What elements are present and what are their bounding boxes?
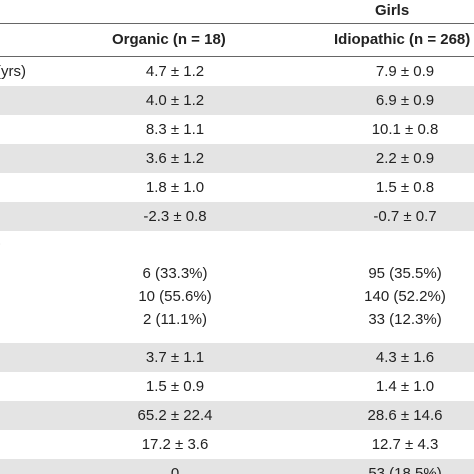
group-header-girls: Girls	[375, 2, 410, 19]
table-body: (yrs) 4.7 ± 1.2 7.9 ± 0.9 4.0 ± 1.2 6.9 …	[0, 57, 474, 474]
organic-cell: 3.6 ± 1.2	[145, 150, 205, 167]
organic-cell: 3.7 ± 1.1	[145, 349, 205, 366]
idiopathic-cell: 2.2 ± 0.9	[375, 150, 435, 167]
idiopathic-subcell: 140 (52.2%)	[364, 288, 446, 305]
organic-cell: -2.3 ± 0.8	[143, 208, 207, 225]
table-row-grouped: ) 6 (33.3%) 95 (35.5%) 10 (55.6%) 140 (5…	[0, 231, 474, 343]
organic-subcell: 2 (11.1%)	[143, 311, 207, 328]
table-row: (yrs) 4.7 ± 1.2 7.9 ± 0.9	[0, 57, 474, 86]
table-row: 3.7 ± 1.1 4.3 ± 1.6	[0, 343, 474, 372]
row-label: )	[0, 235, 1, 252]
table-row: 1.5 ± 0.9 1.4 ± 1.0	[0, 372, 474, 401]
organic-subcell: 6 (33.3%)	[142, 265, 208, 282]
organic-cell: 0	[170, 465, 180, 474]
organic-cell: 1.8 ± 1.0	[145, 179, 205, 196]
idiopathic-cell: -0.7 ± 0.7	[373, 208, 437, 225]
table-row: 1.8 ± 1.0 1.5 ± 0.8	[0, 173, 474, 202]
table-row: 4.0 ± 1.2 6.9 ± 0.9	[0, 86, 474, 115]
header-divider-bottom	[0, 56, 474, 57]
table-row: 0 53 (18.5%)	[0, 459, 474, 474]
organic-cell: 17.2 ± 3.6	[141, 436, 209, 453]
table-row: 65.2 ± 22.4 28.6 ± 14.6	[0, 401, 474, 430]
table-row: -2.3 ± 0.8 -0.7 ± 0.7	[0, 202, 474, 231]
header-divider-top	[0, 23, 474, 24]
idiopathic-cell: 4.3 ± 1.6	[375, 349, 435, 366]
row-label: (yrs)	[0, 63, 26, 80]
column-header-idiopathic: Idiopathic (n = 268)	[334, 31, 471, 48]
idiopathic-cell: 10.1 ± 0.8	[371, 121, 439, 138]
column-header-organic: Organic (n = 18)	[112, 31, 226, 48]
organic-cell: 4.7 ± 1.2	[145, 63, 205, 80]
table-header: Girls	[0, 0, 474, 25]
table-row: 8.3 ± 1.1 10.1 ± 0.8	[0, 115, 474, 144]
organic-cell: 65.2 ± 22.4	[137, 407, 213, 424]
table-row: 3.6 ± 1.2 2.2 ± 0.9	[0, 144, 474, 173]
idiopathic-cell: 53 (18.5%)	[368, 465, 442, 474]
idiopathic-cell: 12.7 ± 4.3	[371, 436, 439, 453]
idiopathic-cell: 1.5 ± 0.8	[375, 179, 435, 196]
idiopathic-cell: 1.4 ± 1.0	[375, 378, 435, 395]
table-row: 17.2 ± 3.6 12.7 ± 4.3	[0, 430, 474, 459]
organic-subcell: 10 (55.6%)	[138, 288, 212, 305]
idiopathic-cell: 6.9 ± 0.9	[375, 92, 435, 109]
idiopathic-subcell: 95 (35.5%)	[368, 265, 442, 282]
organic-cell: 1.5 ± 0.9	[145, 378, 205, 395]
idiopathic-cell: 7.9 ± 0.9	[375, 63, 435, 80]
idiopathic-subcell: 33 (12.3%)	[368, 311, 442, 328]
organic-cell: 4.0 ± 1.2	[145, 92, 205, 109]
idiopathic-cell: 28.6 ± 14.6	[367, 407, 443, 424]
organic-cell: 8.3 ± 1.1	[145, 121, 205, 138]
